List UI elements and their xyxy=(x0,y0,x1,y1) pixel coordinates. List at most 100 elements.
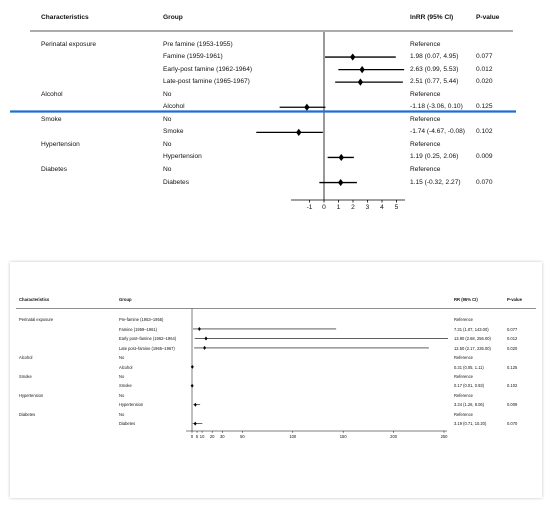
estimate-diamond xyxy=(337,178,344,187)
header-characteristics: Characteristics xyxy=(41,14,89,21)
row-pvalue: 0.012 xyxy=(507,336,518,342)
forest-plot-lnrr: Characteristics Group lnRR (95% CI) P-value… xyxy=(10,4,516,222)
row-pvalue: 0.102 xyxy=(476,128,493,136)
row-estimate-ci: Reference xyxy=(410,166,441,173)
row-pvalue: 0.125 xyxy=(507,364,518,370)
row-estimate-ci: 2.63 (0.99, 5.53) xyxy=(410,65,459,73)
estimate-diamond xyxy=(357,78,364,86)
row-group: Alcohol xyxy=(163,103,185,111)
row-estimate-ci: 1.98 (0.07, 4.95) xyxy=(410,53,459,61)
row-pvalue: 0.020 xyxy=(507,345,518,351)
row-characteristic: Hypertension xyxy=(41,140,80,148)
header-estimate: lnRR (95% CI) xyxy=(410,14,454,21)
x-tick-label: 10 xyxy=(199,433,205,439)
x-tick-label: 0 xyxy=(322,203,326,211)
row-characteristic: Hypertension xyxy=(19,392,44,398)
header-pvalue: P-value xyxy=(507,297,522,302)
row-characteristic: Diabetes xyxy=(41,166,68,173)
row-group: Diabetes xyxy=(119,421,136,427)
x-tick-label: 5 xyxy=(394,203,399,211)
x-tick-label: 250 xyxy=(440,433,448,439)
estimate-diamond xyxy=(304,103,310,111)
estimate-diamond xyxy=(359,66,365,74)
row-pvalue: 0.070 xyxy=(476,178,493,186)
row-group: Famine (1959–1961) xyxy=(119,326,158,332)
row-group: No xyxy=(119,355,125,361)
estimate-diamond xyxy=(193,421,197,426)
estimate-diamond xyxy=(193,402,197,407)
row-pvalue: 0.009 xyxy=(476,153,493,161)
header-estimate: RR (95% CI) xyxy=(454,297,478,302)
row-estimate-ci: Reference xyxy=(454,355,473,361)
estimate-diamond xyxy=(338,153,344,162)
estimate-diamond xyxy=(197,326,201,331)
header-group: Group xyxy=(119,297,132,302)
row-characteristic: Perinatal exposure xyxy=(19,317,54,323)
row-estimate-ci: Reference xyxy=(454,392,473,398)
x-tick-label: 2 xyxy=(351,203,355,211)
x-tick-label: 200 xyxy=(390,433,398,439)
row-estimate-ci: 1.15 (-0.32, 2.27) xyxy=(410,178,461,186)
row-group: No xyxy=(163,140,172,148)
x-tick-label: 150 xyxy=(339,433,347,439)
row-estimate-ci: 0.31 (0.05, 1.11) xyxy=(454,364,484,370)
row-estimate-ci: Reference xyxy=(410,140,441,148)
x-tick-label: 20 xyxy=(209,433,215,439)
x-tick-label: 3 xyxy=(365,203,370,211)
row-pvalue: 0.077 xyxy=(476,53,493,61)
row-group: Hypertension xyxy=(163,153,202,161)
row-group: Alcohol xyxy=(119,364,133,370)
header-group: Group xyxy=(163,14,183,21)
row-estimate-ci: -1.74 (-4.67, -0.08) xyxy=(410,128,465,136)
row-estimate-ci: 7.31 (1.07, 143.00) xyxy=(454,326,489,332)
row-group: No xyxy=(119,374,125,380)
row-pvalue: 0.009 xyxy=(507,402,518,408)
row-pvalue: 0.102 xyxy=(507,383,518,389)
row-estimate-ci: Reference xyxy=(410,115,441,123)
row-characteristic: Alcohol xyxy=(41,90,63,98)
forest-plot-svg xyxy=(10,30,516,203)
row-characteristic: Alcohol xyxy=(19,355,33,361)
x-tick-label: 100 xyxy=(289,433,297,439)
row-group: Hypertension xyxy=(119,402,144,408)
row-group: No xyxy=(163,115,172,123)
row-group: Smoke xyxy=(119,383,132,389)
estimate-diamond xyxy=(296,128,302,136)
row-estimate-ci: 13.90 (2.68, 256.00) xyxy=(454,336,491,342)
row-pvalue: 0.070 xyxy=(507,421,518,427)
row-group: No xyxy=(163,90,172,98)
estimate-diamond xyxy=(204,336,208,341)
x-tick-label: 4 xyxy=(380,203,384,211)
row-estimate-ci: 2.51 (0.77, 5.44) xyxy=(410,78,459,86)
row-pvalue: 0.125 xyxy=(476,103,493,111)
header-pvalue: P-value xyxy=(476,14,500,21)
row-pvalue: 0.012 xyxy=(476,65,493,73)
estimate-diamond xyxy=(190,364,194,369)
row-pvalue: 0.077 xyxy=(507,326,518,332)
row-group: Famine (1959-1961) xyxy=(163,53,223,61)
row-characteristic: Smoke xyxy=(19,374,32,380)
row-group: Late-post famine (1965-1967) xyxy=(163,78,250,86)
row-estimate-ci: -1.18 (-3.06, 0.10) xyxy=(410,103,463,111)
row-group: Pre-famine (1953–1955) xyxy=(119,317,164,323)
x-tick-label: 50 xyxy=(240,433,245,439)
row-group: No xyxy=(119,392,125,398)
row-estimate-ci: 0.17 (0.01, 0.93) xyxy=(454,383,485,389)
forest-plot-rr: Characteristics Group RR (95% CI) P-value Pe… xyxy=(10,262,542,498)
row-estimate-ci: 12.50 (2.17, 235.00) xyxy=(454,345,491,351)
row-estimate-ci: 1.19 (0.25, 2.06) xyxy=(410,153,459,161)
estimate-diamond xyxy=(203,345,207,350)
row-group: No xyxy=(163,166,172,173)
row-estimate-ci: Reference xyxy=(410,40,441,48)
row-group: Smoke xyxy=(163,128,184,136)
row-estimate-ci: 3.19 (0.71, 10.20) xyxy=(454,421,487,427)
row-characteristic: Diabetes xyxy=(19,411,36,417)
row-characteristic: Perinatal exposure xyxy=(41,40,96,48)
row-group: Late post–famine (1965–1967) xyxy=(119,345,175,351)
row-group: Diabetes xyxy=(163,178,190,186)
row-estimate-ci: Reference xyxy=(454,374,473,380)
row-estimate-ci: Reference xyxy=(454,411,473,417)
estimate-diamond xyxy=(350,53,356,61)
x-tick-label: 5 xyxy=(195,433,199,439)
row-group: Early post–famine (1962–1964) xyxy=(119,336,177,342)
